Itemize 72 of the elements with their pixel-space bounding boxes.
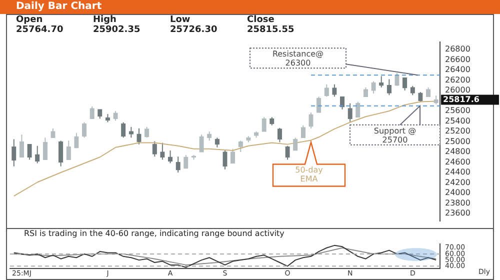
candlestick (12, 138, 16, 167)
y-tick-label: 24400 (445, 168, 470, 177)
candlestick (277, 127, 282, 143)
candlestick (121, 122, 126, 138)
candlestick (308, 112, 314, 129)
text: 25726.30 (170, 25, 218, 35)
candlestick (58, 140, 64, 167)
y-tick-label: 23800 (445, 198, 470, 208)
text: Low (170, 15, 192, 25)
candlestick (222, 150, 228, 170)
text: Daily Bar Chart (0, 0, 500, 14)
candlestick (90, 106, 94, 120)
text: 25902.35 (93, 25, 142, 35)
ref-line-label: Support @ 25700 (374, 126, 416, 144)
y-tick-label: 23600 (445, 208, 470, 218)
candlestick (136, 128, 142, 145)
candlestick (27, 144, 32, 160)
candlestick (386, 78, 392, 96)
candlestick (66, 140, 71, 160)
text: 25764.70 (16, 25, 64, 35)
y-tick-label: 24200 (445, 178, 470, 187)
candlestick (348, 102, 352, 123)
candlestick (332, 84, 337, 98)
candlestick (363, 86, 368, 98)
y-tick-label: 25200 (445, 126, 470, 136)
candlestick (230, 148, 236, 164)
text: 50-day EMA (295, 166, 324, 184)
candlestick (152, 140, 157, 158)
candlestick (300, 124, 306, 138)
candlestick (371, 80, 376, 94)
y-tick-label: 25400 (445, 116, 470, 126)
candlestick (184, 154, 188, 169)
candlestick (128, 126, 134, 138)
text: 25817.6 (443, 94, 480, 104)
y-tick-label: 26400 (445, 65, 470, 74)
y-tick-label: 26200 (445, 75, 470, 84)
y-tick-label: 26000 (445, 86, 470, 95)
candlestick (418, 92, 423, 102)
candlestick (19, 134, 24, 158)
candlestick (176, 156, 180, 174)
candlestick (82, 122, 87, 138)
candlestick (402, 77, 408, 91)
candlestick (324, 84, 329, 98)
candlestick (160, 142, 165, 160)
y-tick-label: 26600 (445, 54, 470, 64)
text: Close (247, 15, 276, 25)
candlestick (113, 110, 118, 122)
y-tick-label: 24000 (445, 188, 470, 198)
candlestick (293, 137, 298, 151)
candlestick (50, 128, 56, 138)
candlestick (262, 116, 266, 132)
candlestick (144, 126, 150, 138)
y-tick-label: 25600 (445, 106, 470, 116)
chart-title: RSI is trading in the 40-60 range, indicating range bound activity (24, 229, 284, 238)
ref-line-label: Resistance@ 26300 (272, 50, 324, 68)
y-tick-label: 24800 (445, 147, 470, 156)
y-tick-label: 24600 (445, 157, 470, 166)
candlestick (410, 85, 415, 96)
y-tick-label: 26800 (445, 44, 470, 54)
candlestick (285, 145, 290, 160)
y-tick-label: 25000 (445, 136, 470, 146)
text: High (93, 15, 118, 25)
candlestick (207, 131, 212, 142)
candlestick (74, 132, 79, 148)
candlestick (394, 72, 400, 86)
candlestick (42, 137, 48, 160)
candlestick (199, 134, 204, 153)
candlestick (356, 101, 360, 118)
candlestick (35, 145, 40, 164)
candlestick (426, 86, 431, 98)
text: 25815.55 (247, 25, 296, 35)
text: Open (16, 15, 44, 25)
